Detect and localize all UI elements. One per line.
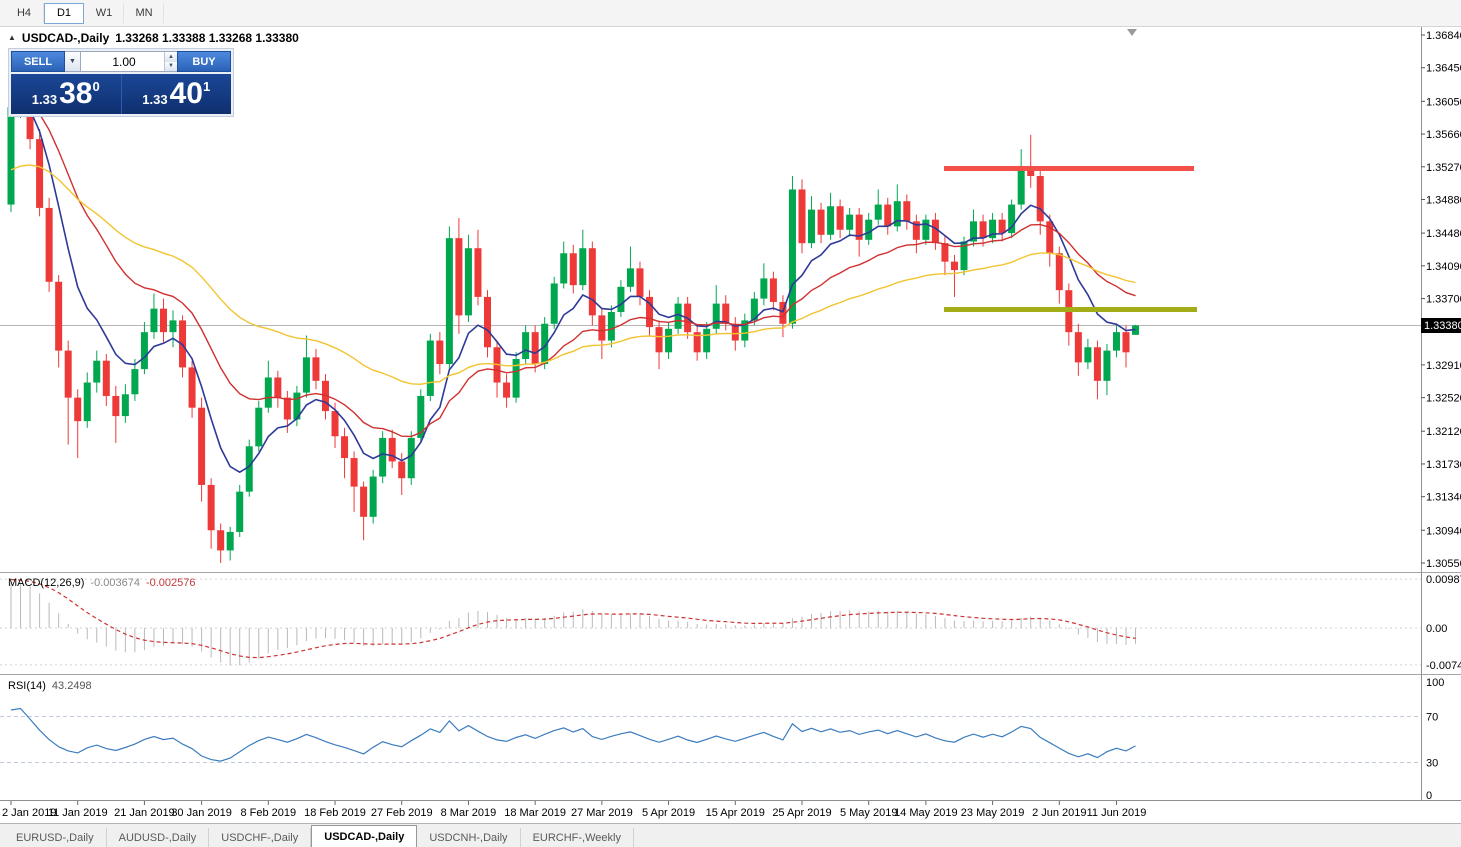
svg-text:1.31730: 1.31730 [1426,459,1461,471]
svg-text:1.34090: 1.34090 [1426,261,1461,273]
svg-text:1.35270: 1.35270 [1426,162,1461,174]
slow-ma [10,164,1136,386]
svg-text:1.36840: 1.36840 [1426,30,1461,42]
svg-text:0: 0 [1426,790,1432,802]
one-click-collapse-icon[interactable]: ▲ [8,33,16,42]
buy-price-sup: 1 [202,79,211,94]
chart-tab-EURUSD-Daily[interactable]: EURUSD-,Daily [4,828,107,847]
svg-text:2 Jan 2019: 2 Jan 2019 [2,807,56,819]
bid-price-tag: 1.33380 [1421,318,1461,333]
volume-decrease-icon[interactable]: ▼ [165,61,177,71]
rsi-label: RSI(14) 43.2498 [8,680,92,692]
macd-label: MACD(12,26,9) -0.003674 -0.002576 [8,577,196,589]
svg-text:18 Mar 2019: 18 Mar 2019 [504,807,566,819]
svg-text:11 Jan 2019: 11 Jan 2019 [48,807,108,819]
svg-text:1.32520: 1.32520 [1426,393,1461,405]
ohlc-label: 1.33268 1.33388 1.33268 1.33380 [115,31,299,45]
svg-text:8 Feb 2019: 8 Feb 2019 [240,807,296,819]
chart-tab-AUDUSD-Daily[interactable]: AUDUSD-,Daily [107,828,210,847]
svg-text:1.34880: 1.34880 [1426,195,1461,207]
svg-text:30: 30 [1426,758,1438,770]
one-click-trading-panel: SELL ▼ ▲ ▼ BUY 1.33 38 0 1.33 40 1 [8,48,234,117]
svg-text:1.32120: 1.32120 [1426,426,1461,438]
mid-ma [10,99,1136,438]
buy-price-main: 1.33 [142,92,168,107]
chart-tab-USDCNH-Daily[interactable]: USDCNH-,Daily [417,828,521,847]
buy-price-display[interactable]: 1.33 40 1 [121,74,231,114]
macd-signal-value: -0.002576 [145,577,196,589]
svg-text:18 Feb 2019: 18 Feb 2019 [304,807,366,819]
svg-text:1.34480: 1.34480 [1426,228,1461,240]
svg-text:2 Jun 2019: 2 Jun 2019 [1032,807,1086,819]
timeframe-button-MN[interactable]: MN [124,2,164,24]
svg-text:30 Jan 2019: 30 Jan 2019 [171,807,232,819]
svg-text:1.36050: 1.36050 [1426,96,1461,108]
symbol-period-label: USDCAD-,Daily [21,31,110,45]
svg-text:0.009874: 0.009874 [1426,574,1461,586]
svg-text:27 Mar 2019: 27 Mar 2019 [571,807,633,819]
rsi-line [10,707,1136,762]
svg-text:25 Apr 2019: 25 Apr 2019 [772,807,831,819]
svg-text:5 Apr 2019: 5 Apr 2019 [642,807,695,819]
buy-button[interactable]: BUY [177,51,231,72]
svg-text:1.30940: 1.30940 [1426,525,1461,537]
sell-price-main: 1.33 [31,92,58,107]
rsi-name: RSI(14) [8,680,46,692]
buy-price-big: 40 [169,77,203,110]
svg-text:1.36450: 1.36450 [1426,63,1461,75]
macd-main-value: -0.003674 [90,577,140,589]
rsi-value: 43.2498 [51,680,92,692]
svg-text:23 May 2019: 23 May 2019 [961,807,1025,819]
svg-text:21 Jan 2019: 21 Jan 2019 [114,807,175,819]
volume-stepper: ▲ ▼ [164,52,177,71]
svg-text:1.33700: 1.33700 [1426,294,1461,306]
sell-price-sup: 0 [92,79,100,94]
macd-name: MACD(12,26,9) [8,577,85,589]
price-panel[interactable] [0,70,1421,563]
volume-dropdown-icon[interactable]: ▼ [65,51,81,72]
svg-text:27 Feb 2019: 27 Feb 2019 [371,807,433,819]
sell-price-big: 38 [59,77,93,110]
chart-header: ▲ USDCAD-,Daily 1.33268 1.33388 1.33268 … [8,31,299,45]
timeframe-button-D1[interactable]: D1 [44,2,84,24]
svg-text:5 May 2019: 5 May 2019 [840,807,897,819]
svg-text:100: 100 [1426,677,1444,689]
svg-text:1.31340: 1.31340 [1426,492,1461,504]
timeframe-button-W1[interactable]: W1 [84,2,124,24]
chart-tab-EURCHF-Weekly[interactable]: EURCHF-,Weekly [521,828,634,847]
timeframe-button-H4[interactable]: H4 [4,2,44,24]
svg-text:1.35660: 1.35660 [1426,129,1461,141]
chart-tab-USDCAD-Daily[interactable]: USDCAD-,Daily [311,825,418,847]
volume-increase-icon[interactable]: ▲ [165,52,177,62]
sell-price-display[interactable]: 1.33 38 0 [11,74,122,114]
chart-shift-marker[interactable] [1127,29,1137,36]
timeframe-toolbar: H4 D1 W1 MN [0,0,1461,27]
svg-text:8 Mar 2019: 8 Mar 2019 [441,807,497,819]
volume-input[interactable] [81,52,177,71]
chart-tab-bar: EURUSD-,Daily AUDUSD-,Daily USDCHF-,Daily U… [0,823,1461,847]
chart-tab-USDCHF-Daily[interactable]: USDCHF-,Daily [209,828,312,847]
svg-text:1.32910: 1.32910 [1426,360,1461,372]
svg-text:11 Jun 2019: 11 Jun 2019 [1087,807,1147,819]
svg-text:14 May 2019: 14 May 2019 [894,807,958,819]
svg-text:70: 70 [1426,712,1438,724]
svg-text:-0.00746: -0.00746 [1426,660,1461,672]
svg-text:15 Apr 2019: 15 Apr 2019 [706,807,765,819]
sell-button[interactable]: SELL [11,51,65,72]
macd-signal-line [10,578,1136,659]
fast-ma [10,100,1136,474]
svg-text:0.00: 0.00 [1426,623,1447,635]
